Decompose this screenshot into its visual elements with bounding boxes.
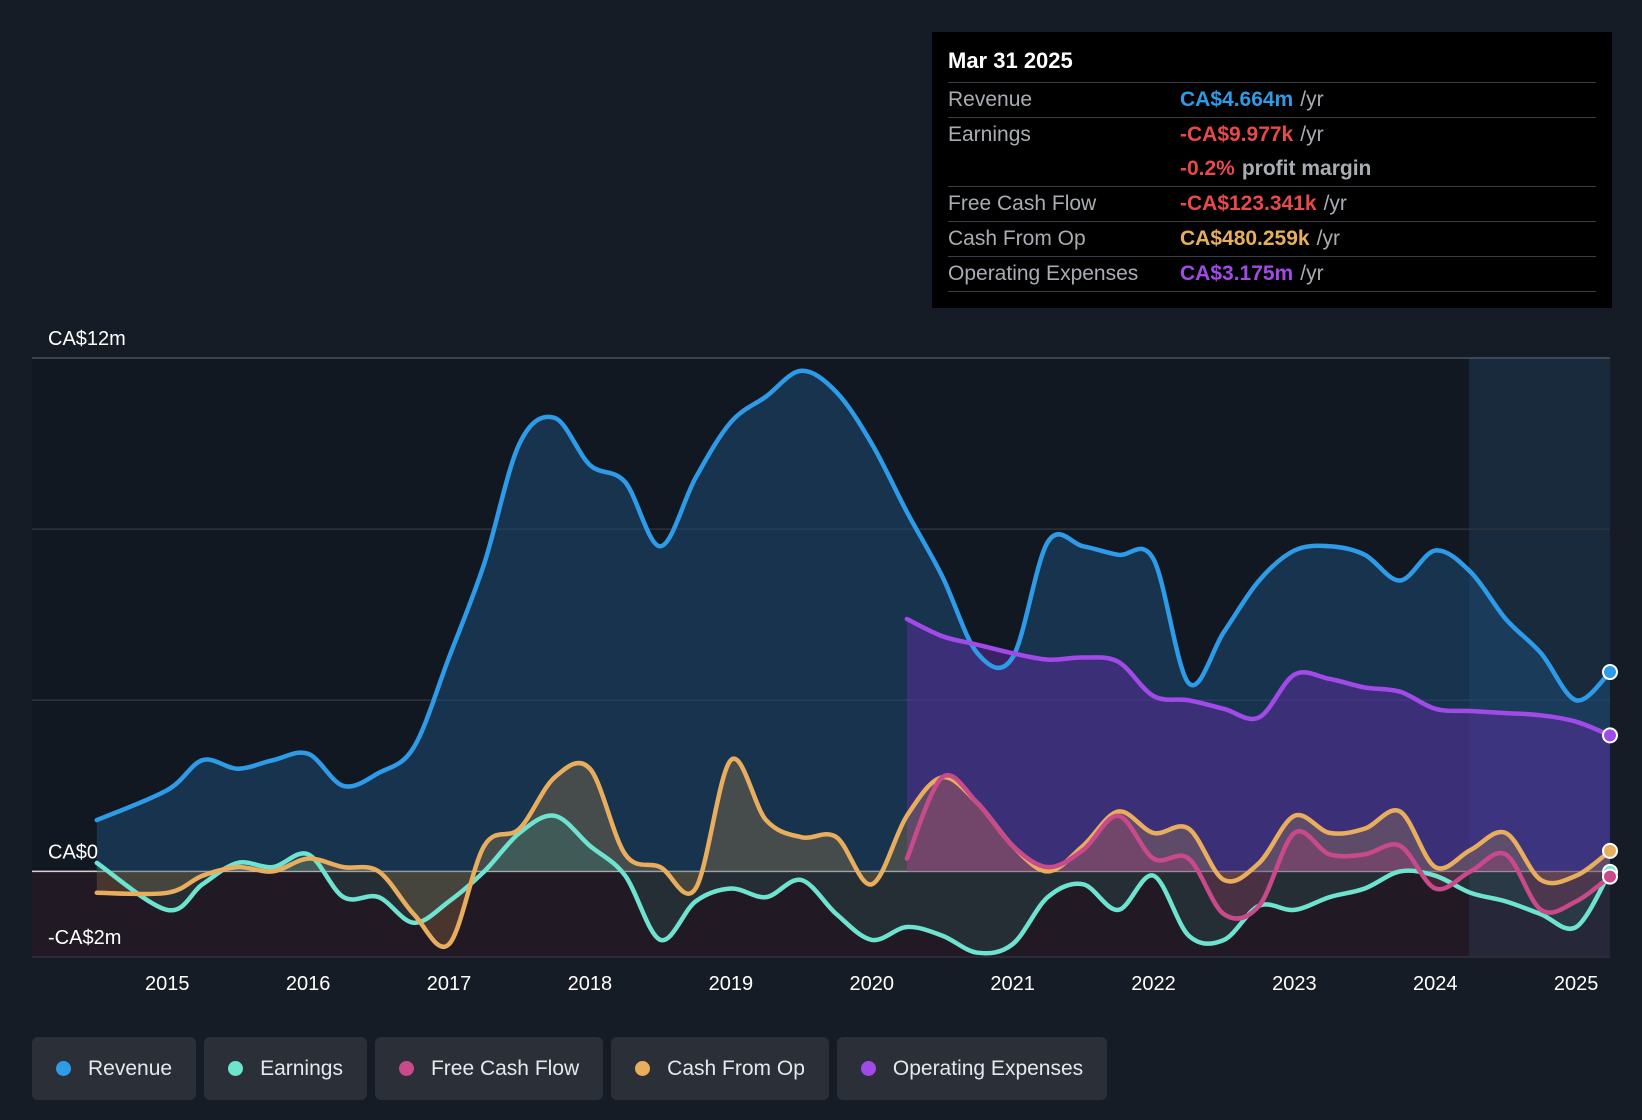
tooltip-row-cfo: Cash From Op CA$480.259k /yr [948,221,1596,256]
tooltip-value: -CA$123.341k [1180,192,1317,215]
tooltip-row-margin: -0.2% profit margin [948,152,1596,186]
series-line-earnings [94,813,1613,956]
tooltip-row-earnings: Earnings -CA$9.977k /yr [948,117,1596,152]
x-tick-label: 2018 [568,973,613,995]
tooltip-value: CA$3.175m [1180,262,1294,285]
tooltip-label: Earnings [948,123,1031,146]
x-tick-label: 2021 [990,973,1035,995]
x-tick-label: 2017 [427,973,472,995]
x-tick-label: 2022 [1131,973,1176,995]
legend-dot-icon [635,1061,651,1076]
x-tick-label: 2025 [1554,973,1599,995]
series-line-cash-from-op [94,756,1613,949]
legend-item-earnings[interactable]: Earnings [204,1037,367,1100]
tooltip-date: Mar 31 2025 [948,48,1073,73]
tooltip-margin-value: -0.2% [1180,157,1235,180]
tooltip-label: Free Cash Flow [948,192,1097,215]
legend-label: Earnings [260,1056,343,1080]
x-tick-label: 2024 [1413,973,1458,995]
tooltip-row-revenue: Revenue CA$4.664m /yr [948,82,1596,117]
y-tick-label: CA$0 [48,841,98,863]
legend-label: Operating Expenses [892,1056,1084,1080]
tooltip-row-opex: Operating Expenses CA$3.175m /yr [948,256,1596,291]
legend-label: Revenue [88,1056,173,1080]
y-tick-label: CA$12m [48,328,126,350]
tooltip-label: Cash From Op [948,227,1086,250]
legend-dot-icon [398,1061,414,1076]
tooltip-value: -CA$9.977k [1180,123,1294,146]
tooltip-label: Operating Expenses [948,262,1139,285]
x-tick-label: 2019 [709,973,754,995]
legend: Revenue Earnings Free Cash Flow Cash Fro… [32,1037,1108,1100]
x-tick-label: 2023 [1272,973,1317,995]
legend-item-revenue[interactable]: Revenue [32,1037,197,1100]
series-line-operating-expenses [904,616,1613,738]
x-tick-label: 2016 [286,973,331,995]
tooltip-panel: Mar 31 2025 Revenue CA$4.664m /yr Earnin… [932,32,1612,308]
negative-zone [32,871,1610,957]
legend-label: Free Cash Flow [430,1056,580,1080]
legend-item-operating-expenses[interactable]: Operating Expenses [836,1037,1108,1100]
legend-item-cash-from-op[interactable]: Cash From Op [611,1037,829,1100]
legend-dot-icon [860,1061,876,1076]
tooltip-unit: /yr [1300,88,1324,111]
series-line-revenue [94,368,1613,823]
area-cash-from-op [96,758,1610,947]
legend-dot-icon [56,1061,71,1076]
end-point-operating-expenses [1602,727,1618,744]
legend-item-free-cash-flow[interactable]: Free Cash Flow [374,1037,604,1100]
tooltip-unit: /yr [1300,262,1324,285]
area-free-cash-flow [906,775,1610,919]
area-operating-expenses [906,619,1610,872]
tooltip-value: CA$4.664m [1180,88,1294,111]
end-point-free-cash-flow [1602,868,1618,885]
tooltip-margin-text: profit margin [1241,157,1372,180]
tooltip-unit: /yr [1300,123,1324,146]
tooltip-divider [948,291,1596,292]
tooltip-label: Revenue [948,88,1033,111]
tooltip-unit: /yr [1316,227,1340,250]
end-point-revenue [1602,664,1618,681]
x-tick-label: 2015 [145,973,190,995]
legend-label: Cash From Op [667,1056,805,1080]
tooltip-unit: /yr [1323,192,1347,215]
legend-dot-icon [228,1061,244,1076]
end-point-cash-from-op [1602,842,1618,859]
tooltip-row-fcf: Free Cash Flow -CA$123.341k /yr [948,186,1596,221]
series-line-free-cash-flow [904,773,1613,921]
x-tick-label: 2020 [849,973,894,995]
tooltip-value: CA$480.259k [1180,227,1310,250]
y-tick-label: -CA$2m [48,927,121,949]
